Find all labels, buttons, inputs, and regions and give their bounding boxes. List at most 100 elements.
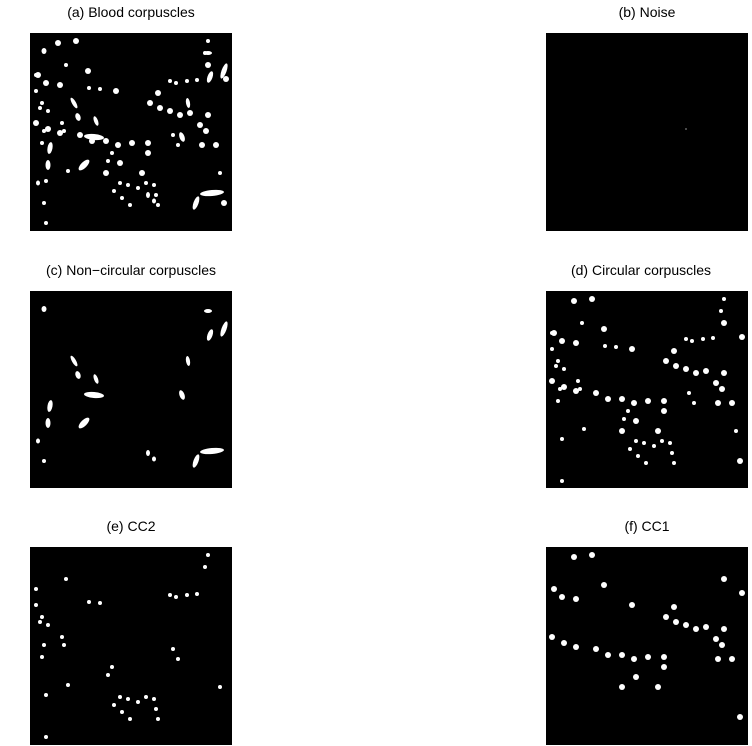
corpuscle	[739, 590, 745, 596]
corpuscle	[693, 370, 699, 376]
corpuscle	[38, 620, 42, 624]
corpuscle	[554, 364, 558, 368]
corpuscle	[644, 461, 648, 465]
corpuscle	[673, 619, 679, 625]
corpuscle	[66, 683, 70, 687]
corpuscle	[559, 594, 565, 600]
corpuscle	[106, 159, 110, 163]
corpuscle	[103, 170, 109, 176]
corpuscle	[715, 656, 721, 662]
corpuscle	[715, 400, 721, 406]
corpuscle	[128, 717, 132, 721]
corpuscle	[118, 181, 122, 185]
corpuscle	[687, 391, 691, 395]
corpuscle	[44, 735, 48, 739]
corpuscle	[176, 143, 180, 147]
panel-title: (e) CC2	[106, 518, 155, 534]
corpuscle	[185, 593, 189, 597]
corpuscle	[36, 439, 40, 444]
corpuscle	[204, 309, 212, 313]
corpuscle	[673, 363, 679, 369]
corpuscle	[129, 140, 135, 146]
corpuscle	[560, 479, 564, 483]
corpuscle	[663, 358, 669, 364]
corpuscle	[155, 90, 161, 96]
corpuscle	[661, 654, 667, 660]
corpuscle	[655, 428, 661, 434]
panel-image	[30, 33, 232, 231]
corpuscle	[601, 582, 607, 588]
corpuscle	[589, 296, 595, 302]
corpuscle	[734, 429, 738, 433]
corpuscle	[33, 120, 39, 126]
corpuscle	[152, 697, 156, 701]
corpuscle	[576, 379, 580, 383]
corpuscle	[171, 647, 175, 651]
corpuscle	[168, 79, 172, 83]
corpuscle	[629, 602, 635, 608]
corpuscle	[737, 458, 743, 464]
corpuscle	[206, 553, 210, 557]
corpuscle	[660, 439, 664, 443]
corpuscle	[739, 334, 745, 340]
corpuscle	[110, 665, 114, 669]
corpuscle	[671, 348, 677, 354]
corpuscle	[652, 444, 656, 448]
corpuscle	[46, 109, 50, 113]
corpuscle	[66, 169, 70, 173]
corpuscle	[663, 614, 669, 620]
image-background	[546, 33, 748, 231]
corpuscle	[562, 367, 566, 371]
corpuscle	[721, 370, 727, 376]
corpuscle	[206, 39, 210, 43]
corpuscle	[34, 603, 38, 607]
corpuscle	[213, 142, 219, 148]
corpuscle	[626, 409, 630, 413]
corpuscle	[573, 388, 579, 394]
corpuscle	[683, 366, 689, 372]
corpuscle	[670, 451, 674, 455]
image-background	[30, 291, 232, 488]
corpuscle	[205, 62, 211, 68]
corpuscle	[154, 193, 158, 197]
panel-image	[30, 547, 232, 745]
corpuscle	[42, 459, 46, 463]
corpuscle	[628, 447, 632, 451]
corpuscle	[73, 38, 79, 44]
corpuscle	[139, 170, 145, 176]
corpuscle	[176, 657, 180, 661]
corpuscle	[46, 623, 50, 627]
corpuscle	[619, 652, 625, 658]
corpuscle	[60, 635, 64, 639]
corpuscle	[661, 398, 667, 404]
corpuscle	[703, 624, 709, 630]
corpuscle	[46, 160, 51, 170]
corpuscle	[36, 181, 40, 186]
corpuscle	[128, 203, 132, 207]
corpuscle	[35, 72, 41, 78]
corpuscle	[559, 338, 565, 344]
corpuscle	[221, 200, 227, 206]
corpuscle	[593, 646, 599, 652]
corpuscle	[619, 684, 625, 690]
corpuscle	[46, 418, 51, 428]
corpuscle	[580, 321, 584, 325]
corpuscle	[619, 396, 625, 402]
corpuscle	[34, 587, 38, 591]
corpuscle	[551, 586, 557, 592]
corpuscle	[187, 110, 193, 116]
corpuscle	[593, 390, 599, 396]
corpuscle	[661, 664, 667, 670]
corpuscle	[152, 457, 156, 462]
corpuscle	[645, 398, 651, 404]
corpuscle	[550, 347, 554, 351]
corpuscle	[87, 86, 91, 90]
corpuscle	[668, 441, 672, 445]
corpuscle	[203, 128, 209, 134]
corpuscle	[64, 63, 68, 67]
corpuscle	[112, 703, 116, 707]
corpuscle	[57, 82, 63, 88]
corpuscle	[195, 592, 199, 596]
corpuscle	[42, 48, 47, 54]
corpuscle	[204, 51, 212, 55]
